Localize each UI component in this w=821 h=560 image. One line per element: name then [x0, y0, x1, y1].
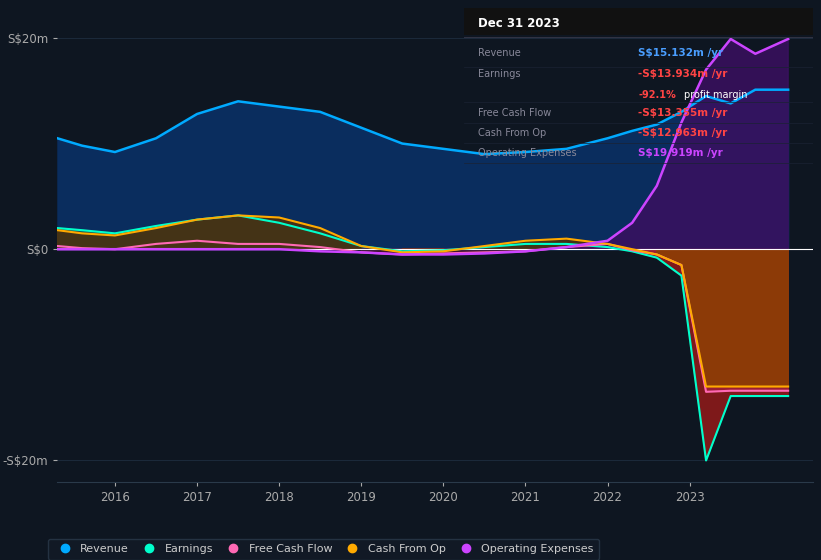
Text: Revenue: Revenue	[478, 48, 521, 58]
Text: Cash From Op: Cash From Op	[478, 128, 546, 138]
FancyBboxPatch shape	[464, 8, 813, 35]
Text: profit margin: profit margin	[684, 90, 747, 100]
Text: Dec 31 2023: Dec 31 2023	[478, 17, 560, 30]
Text: -S$13.934m /yr: -S$13.934m /yr	[639, 69, 727, 80]
Text: -S$13.355m /yr: -S$13.355m /yr	[639, 108, 727, 118]
Text: -S$12.963m /yr: -S$12.963m /yr	[639, 128, 727, 138]
Text: Operating Expenses: Operating Expenses	[478, 148, 576, 158]
Text: Free Cash Flow: Free Cash Flow	[478, 108, 551, 118]
Text: S$15.132m /yr: S$15.132m /yr	[639, 48, 723, 58]
Text: -92.1%: -92.1%	[639, 90, 676, 100]
Legend: Revenue, Earnings, Free Cash Flow, Cash From Op, Operating Expenses: Revenue, Earnings, Free Cash Flow, Cash …	[48, 539, 599, 559]
Text: S$19.919m /yr: S$19.919m /yr	[639, 148, 723, 158]
Text: Earnings: Earnings	[478, 69, 521, 80]
